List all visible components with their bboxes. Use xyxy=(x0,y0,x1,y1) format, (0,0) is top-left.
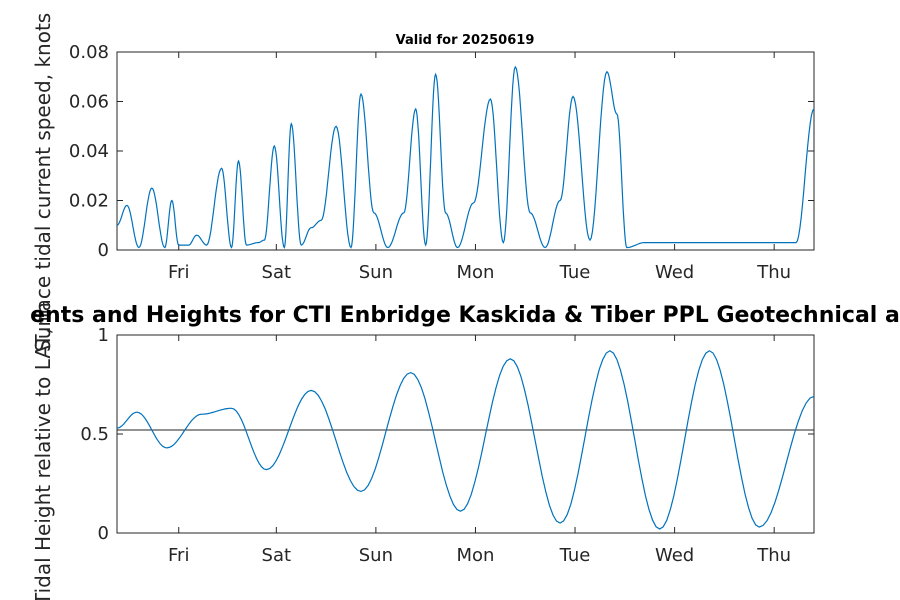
current-speed-y-tick-label: 0 xyxy=(98,240,109,261)
current-speed-series-line xyxy=(116,65,815,249)
current-speed-x-tick-label: Sun xyxy=(359,262,393,283)
tidal-height-y-tick-label: 1 xyxy=(98,325,109,346)
current-speed-y-tick-label: 0.06 xyxy=(69,92,109,113)
tidal-height-x-tick-label: Mon xyxy=(456,545,494,566)
current-speed-x-tick-label: Sat xyxy=(262,262,292,283)
current-speed-y-ticks: 0 0.02 0.04 0.06 0.08 xyxy=(69,42,814,261)
tidal-height-x-tick-label: Sun xyxy=(359,545,393,566)
tidal-height-y-ticks: 00.51 xyxy=(80,325,814,544)
tidal-height-series-line xyxy=(116,350,815,530)
tidal-height-x-tick-label: Wed xyxy=(655,545,694,566)
tidal-height-x-tick-label: Sat xyxy=(262,545,292,566)
tidal-height-x-tick-label: Thu xyxy=(756,545,791,566)
current-speed-x-tick-label: Fri xyxy=(168,262,189,283)
current-speed-x-tick-label: Tue xyxy=(559,262,591,283)
current-speed-x-tick-label: Thu xyxy=(756,262,791,283)
figure-main-title: ents and Heights for CTI Enbridge Kaskid… xyxy=(30,303,900,328)
current-speed-axes: 00.020.040.060.08 Fri Sat Sun Mon Tue Wed Thu … xyxy=(31,13,815,352)
tidal-height-y-label: Tidal Height relative to LAT, m xyxy=(31,302,55,600)
current-speed-plot-area xyxy=(116,51,815,251)
tidal-height-plot-area xyxy=(116,334,815,534)
current-speed-x-tick-label: Wed xyxy=(655,262,694,283)
current-speed-y-tick-label: 0.04 xyxy=(69,141,109,162)
tidal-height-x-ticks: Fri Sat Sun Mon Tue Wed Thu xyxy=(168,335,791,566)
current-speed-title: Valid for 20250619 xyxy=(396,33,535,48)
tidal-height-axes: 00.51 Fri Sat Sun Mon Tue Wed Thu Tidal Height… xyxy=(30,302,900,600)
current-speed-y-tick-label: 0.08 xyxy=(69,42,109,63)
current-speed-x-ticks: Fri Sat Sun Mon Tue Wed Thu xyxy=(168,52,791,283)
tidal-height-y-tick-label: 0.5 xyxy=(80,424,109,445)
tidal-height-x-tick-label: Fri xyxy=(168,545,189,566)
tidal-height-x-tick-label: Tue xyxy=(559,545,591,566)
current-speed-y-tick-label: 0.02 xyxy=(69,191,109,212)
current-speed-x-tick-label: Mon xyxy=(456,262,494,283)
current-speed-y-label: Surface tidal current speed, knots xyxy=(31,13,55,352)
tidal-height-y-tick-label: 0 xyxy=(98,523,109,544)
